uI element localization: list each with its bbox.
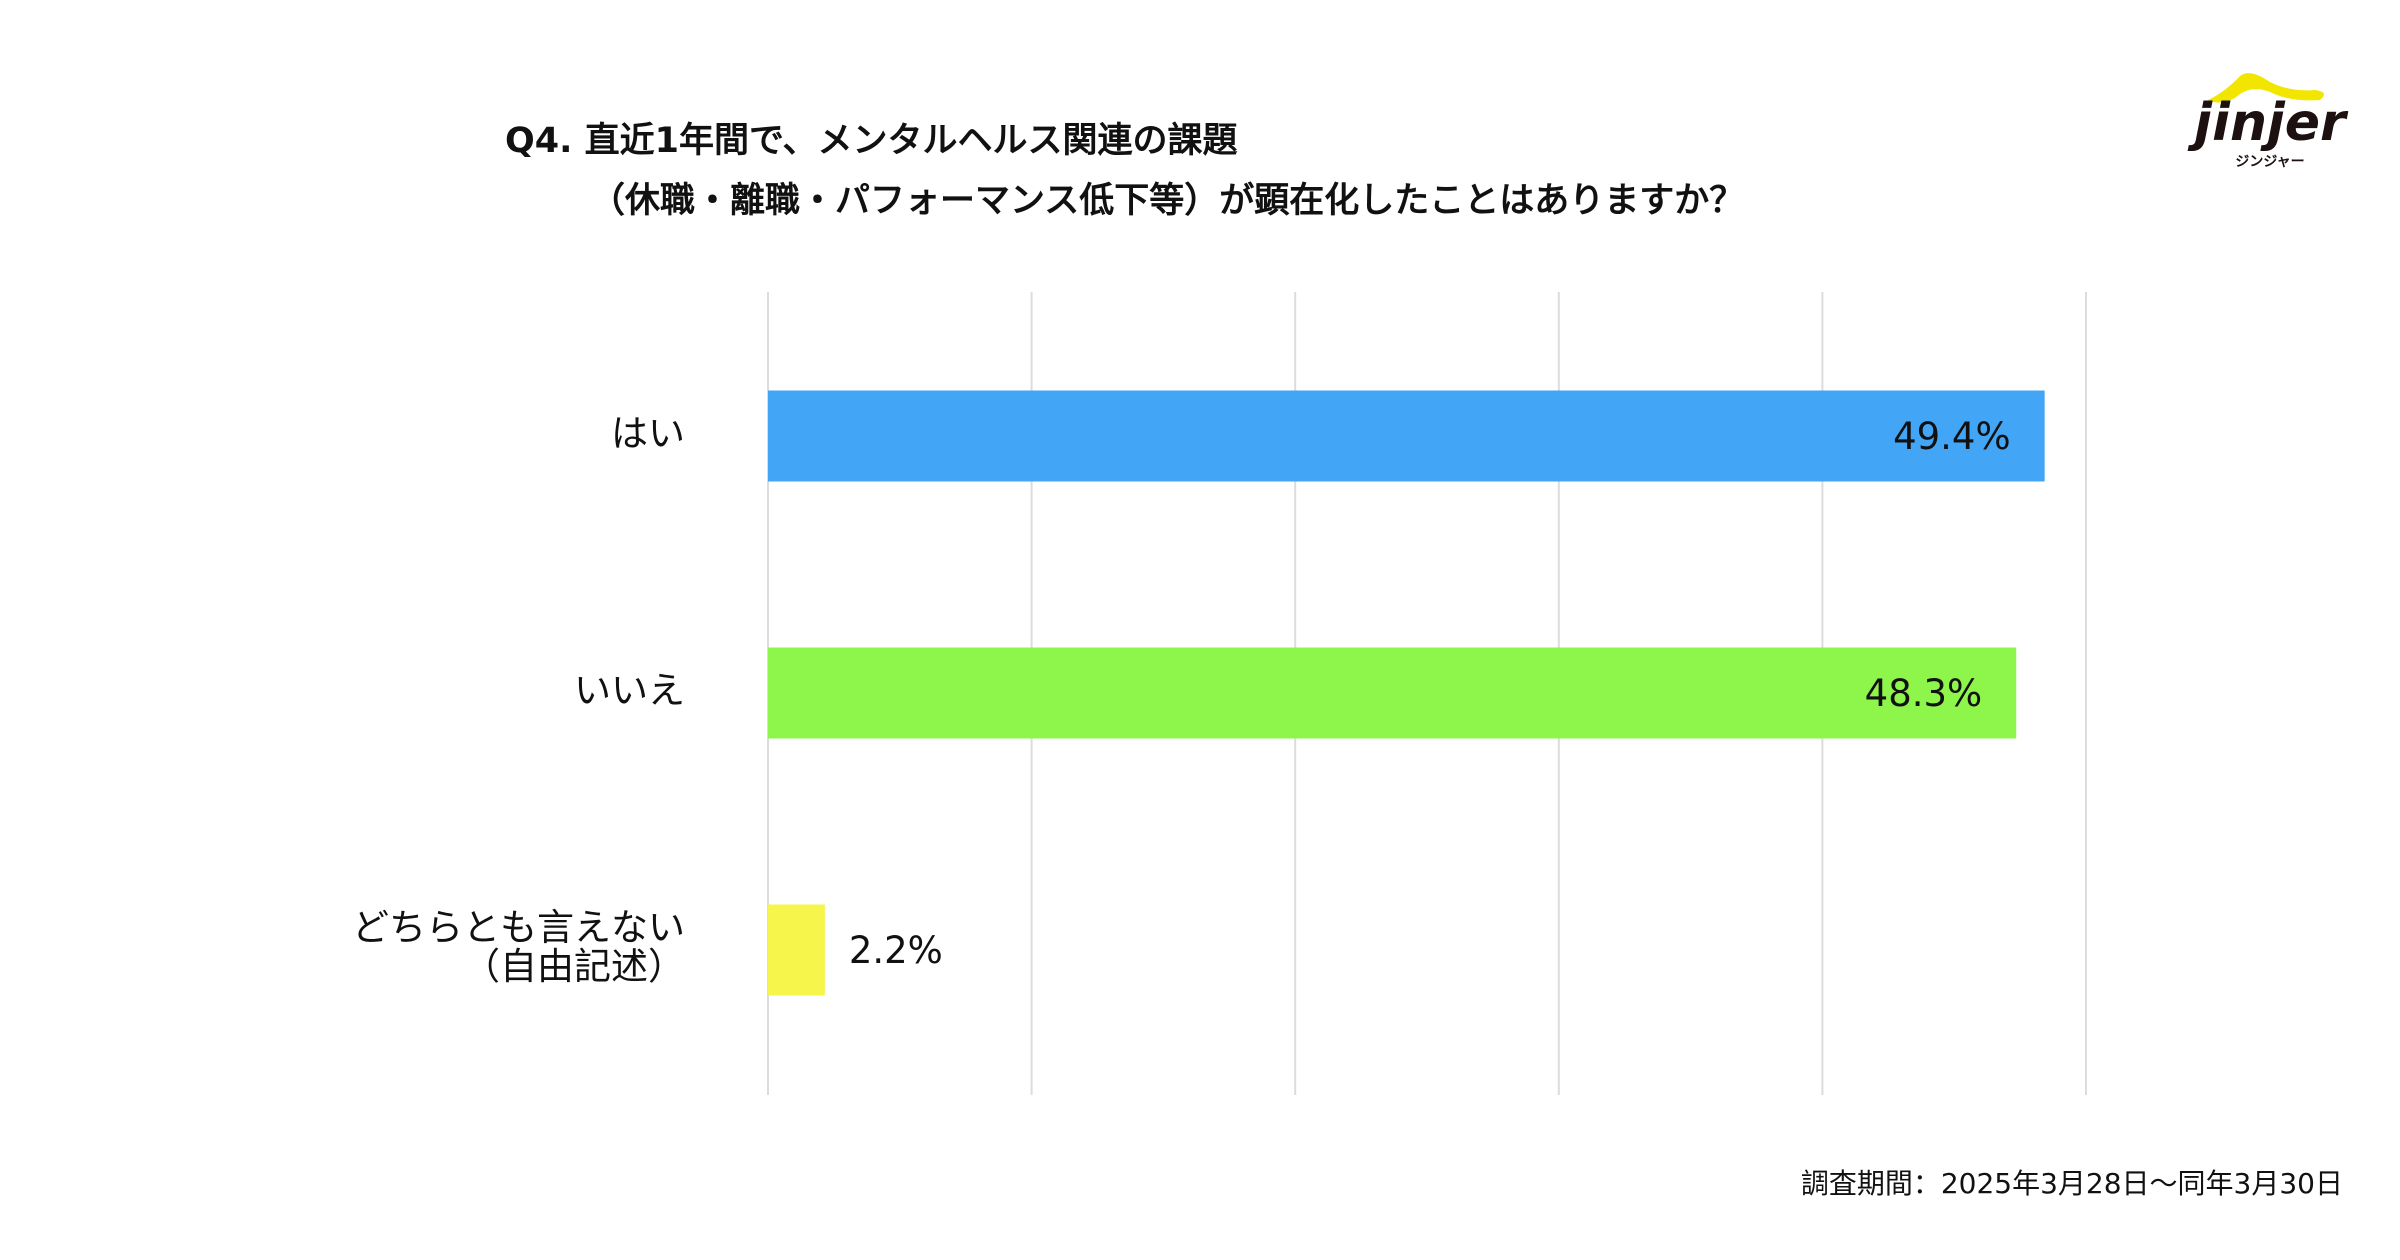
svg-text:jinjer: jinjer bbox=[2187, 93, 2349, 153]
survey-period: 調査期間：2025年3月28日〜同年3月30日 bbox=[1800, 1167, 2343, 1200]
category-label: いいえ bbox=[574, 668, 685, 712]
jinjer-logo: jinjer ジンジャー bbox=[2180, 62, 2360, 172]
chart-title-line1: Q4. 直近1年間で、メンタルヘルス関連の課題 bbox=[505, 121, 1238, 161]
category-label: どちらとも言えない （自由記述） bbox=[352, 906, 685, 988]
bar bbox=[768, 647, 2017, 739]
data-label: 48.3% bbox=[1865, 672, 1983, 715]
data-label: 2.2% bbox=[849, 929, 943, 972]
data-label: 49.4% bbox=[1893, 415, 2011, 458]
category-label-line: はい bbox=[611, 411, 685, 455]
category-label: はい bbox=[611, 411, 685, 455]
category-label-line: いいえ bbox=[574, 668, 685, 712]
chart-title-line2: （休職・離職・パフォーマンス低下等）が顕在化したことはありますか？ bbox=[590, 181, 1745, 221]
bar bbox=[768, 390, 2045, 482]
category-label-line: どちらとも言えない bbox=[352, 906, 685, 949]
svg-text:ジンジャー: ジンジャー bbox=[2235, 154, 2304, 170]
category-label-line: （自由記述） bbox=[463, 944, 685, 988]
bar bbox=[768, 904, 825, 996]
